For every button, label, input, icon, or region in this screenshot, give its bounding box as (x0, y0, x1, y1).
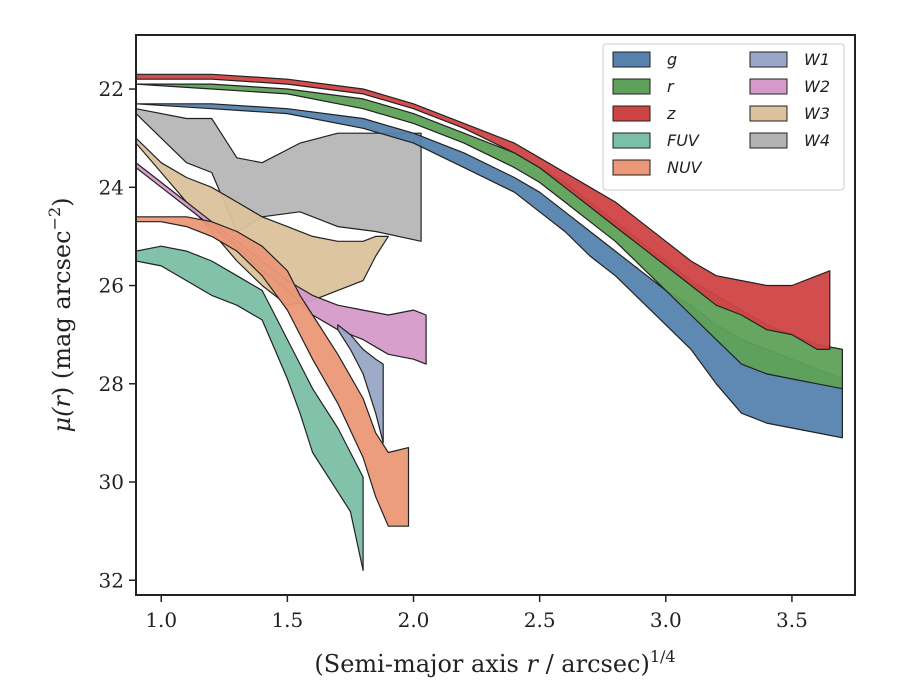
series-bands (136, 73, 843, 571)
band-fuv (136, 245, 364, 571)
legend-label-g: g (667, 50, 677, 69)
plot-frame (135, 34, 856, 596)
y-tick-label: 22 (99, 77, 124, 101)
x-tick-label: 3.0 (650, 608, 682, 632)
legend-label-w4: W4 (804, 131, 830, 150)
x-axis-label: (Semi-major axis r / arcsec)1/4 (314, 647, 675, 678)
legend-label-w3: W3 (804, 104, 830, 123)
legend-swatch-nuv (612, 159, 651, 176)
legend-swatch-w4 (749, 132, 788, 149)
legend-label-w1: W1 (804, 50, 830, 69)
legend-swatch-fuv (612, 132, 651, 149)
y-tick-label: 26 (99, 274, 124, 298)
x-tick-label: 1.5 (271, 608, 303, 632)
y-tick-label: 32 (99, 568, 124, 592)
legend-label-nuv: NUV (667, 158, 703, 177)
legend-label-z: z (666, 104, 676, 123)
band-z (136, 73, 831, 350)
x-axis-ticks: 1.0 1.5 2.0 2.5 3.0 3.5 (145, 595, 808, 632)
legend-label-w2: W2 (804, 77, 830, 96)
legend-swatch-w3 (749, 105, 788, 122)
y-tick-label: 24 (99, 175, 124, 199)
band-nuv (136, 216, 410, 527)
legend-swatch-w2 (749, 78, 788, 95)
x-tick-label: 1.0 (145, 608, 177, 632)
x-tick-label: 2.5 (524, 608, 556, 632)
x-tick-label: 3.5 (776, 608, 808, 632)
legend-swatch-z (612, 105, 651, 122)
legend-swatch-g (612, 51, 651, 68)
y-axis-ticks: 22 24 26 28 30 32 (99, 77, 136, 592)
y-tick-label: 28 (99, 372, 124, 396)
y-tick-label: 30 (99, 470, 124, 494)
x-tick-label: 2.0 (398, 608, 430, 632)
legend: grz FUV NUV W1 W2 W3 W4 (602, 43, 845, 191)
legend-swatch-r (612, 78, 651, 95)
y-axis-label: μ(r) (mag arcsec−2) (45, 197, 76, 432)
legend-label-fuv: FUV (667, 131, 700, 150)
band-g (136, 103, 843, 439)
band-w4 (136, 108, 422, 242)
legend-label-r: r (667, 77, 675, 96)
legend-swatch-w1 (749, 51, 788, 68)
band-w1 (337, 324, 384, 444)
